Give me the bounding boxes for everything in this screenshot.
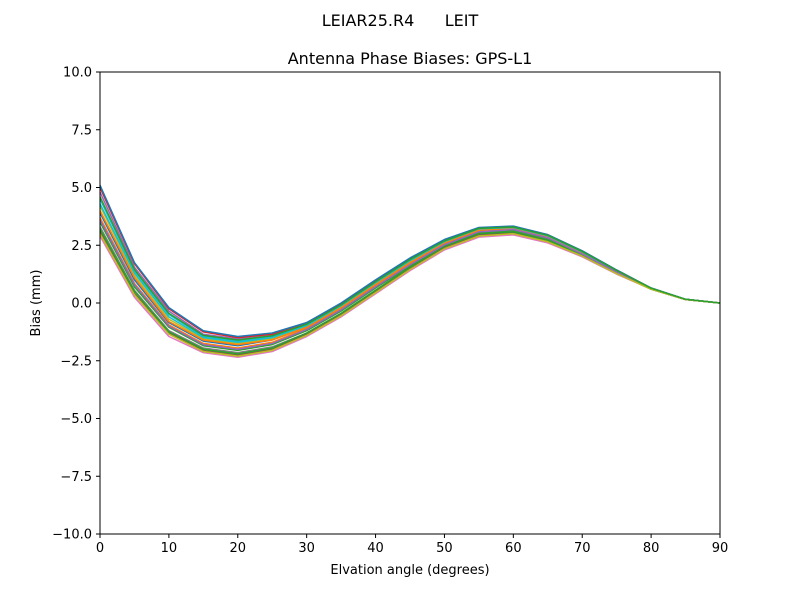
y-tick-label: 2.5: [71, 239, 92, 254]
x-tick-label: 40: [367, 541, 384, 556]
x-tick-label: 20: [230, 541, 247, 556]
series-line-15: [99, 219, 721, 350]
x-tick-label: 60: [505, 541, 522, 556]
y-tick-label: 0.0: [71, 297, 92, 312]
y-tick-label: −2.5: [60, 354, 92, 369]
x-axis-label: Elvation angle (degrees): [330, 563, 489, 578]
figure-suptitle: LEIAR25.R4 LEIT: [322, 11, 479, 30]
chart-title: Antenna Phase Biases: GPS-L1: [288, 49, 533, 68]
x-tick-label: 50: [436, 541, 453, 556]
x-tick-label: 30: [298, 541, 315, 556]
y-tick-label: 10.0: [63, 66, 92, 81]
y-tick-label: −7.5: [60, 470, 92, 485]
x-tick-label: 80: [643, 541, 660, 556]
series-layer: [99, 184, 721, 359]
y-tick-label: 5.0: [71, 181, 92, 196]
x-tick-label: 90: [712, 541, 729, 556]
x-tick-label: 0: [96, 541, 104, 556]
y-tick-label: −10.0: [52, 528, 92, 543]
x-tick-label: 70: [574, 541, 591, 556]
series-line-17: [99, 196, 721, 341]
y-axis-label: Bias (mm): [29, 270, 44, 337]
x-axis-ticks: 0 10 20 30 40 50 60 70 80 90: [96, 534, 728, 556]
y-tick-label: 7.5: [71, 123, 92, 138]
plot-area: [99, 71, 721, 535]
y-tick-label: −5.0: [60, 412, 92, 427]
y-axis-ticks: −10.0 −7.5 −5.0 −2.5 0.0 2.5 5.0 7.5 10.0: [52, 66, 100, 543]
series-line-16: [99, 232, 721, 357]
x-tick-label: 10: [161, 541, 178, 556]
